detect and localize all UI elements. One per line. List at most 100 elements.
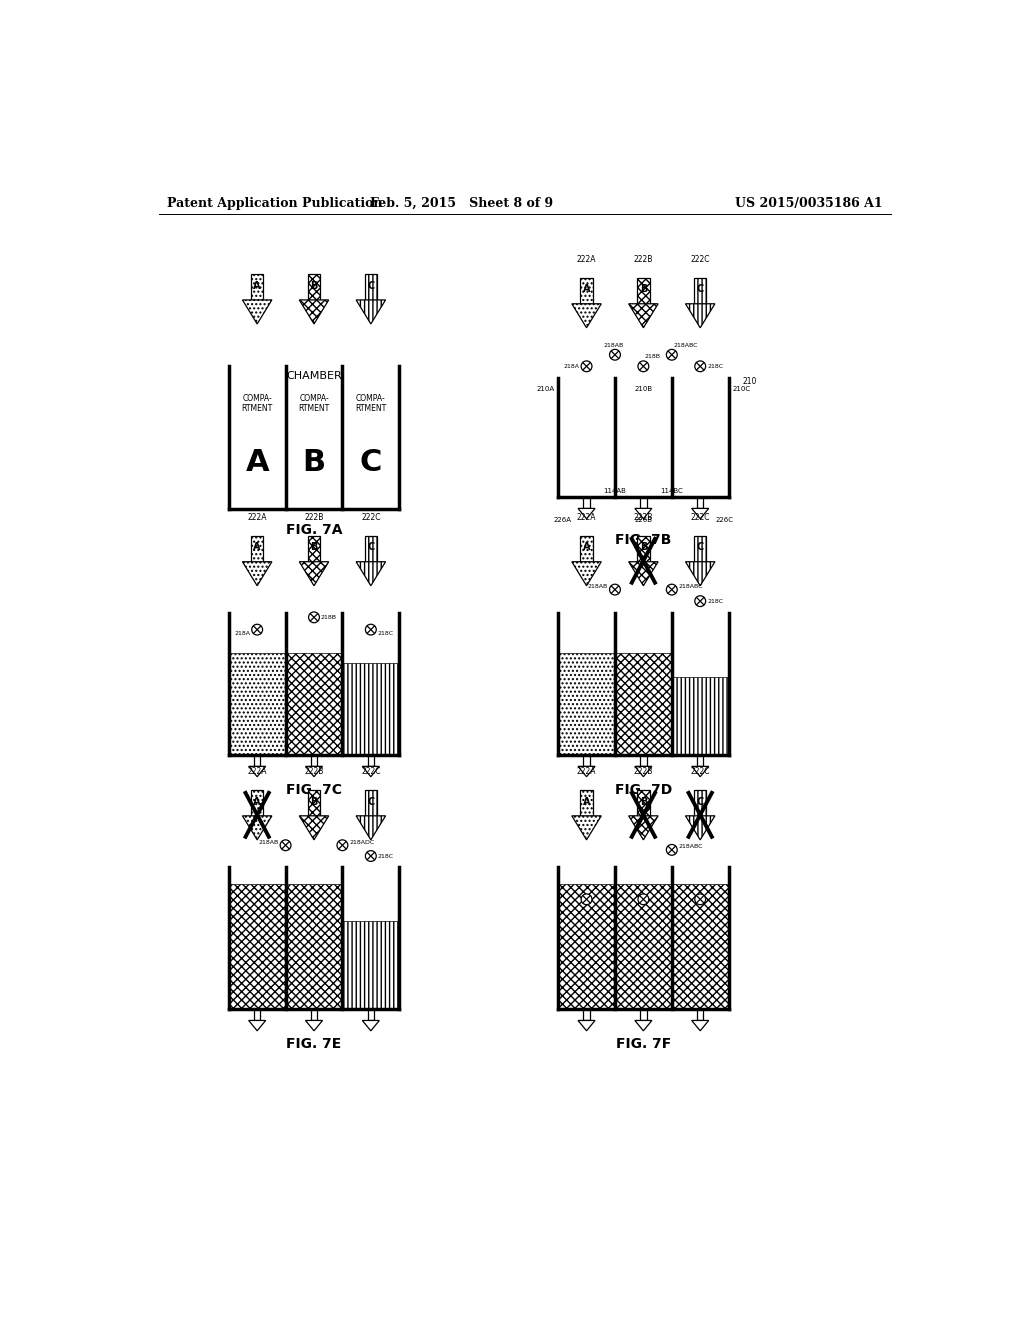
Polygon shape (691, 1020, 709, 1031)
Text: COMPA-: COMPA- (299, 395, 329, 403)
Text: 218C: 218C (378, 631, 394, 636)
Polygon shape (305, 767, 323, 776)
Text: 222B: 222B (634, 767, 653, 776)
Bar (229, 652, 285, 755)
Text: 218A: 218A (563, 364, 580, 368)
Polygon shape (299, 816, 329, 840)
Text: 218A: 218A (234, 631, 250, 636)
Bar (251, 275, 263, 300)
Text: 114AB: 114AB (603, 488, 627, 494)
Bar (308, 275, 321, 300)
Polygon shape (243, 300, 272, 323)
Bar (308, 536, 321, 562)
Text: A: A (253, 543, 261, 552)
Bar (310, 755, 317, 767)
Text: 218ABC: 218ABC (674, 343, 697, 348)
Bar (694, 277, 707, 304)
Bar (637, 536, 649, 562)
Text: 222C: 222C (690, 767, 710, 776)
Text: 218AB: 218AB (603, 343, 624, 348)
Text: 210C: 210C (732, 387, 751, 392)
Bar (310, 1010, 317, 1020)
Bar (615, 884, 671, 1010)
Bar (581, 277, 593, 304)
Text: 218B: 218B (644, 354, 660, 359)
Circle shape (694, 360, 706, 372)
Bar (559, 652, 614, 755)
Text: A: A (583, 543, 590, 552)
Bar (697, 498, 703, 508)
Circle shape (609, 350, 621, 360)
Text: FIG. 7E: FIG. 7E (287, 1038, 342, 1051)
Bar (287, 884, 342, 1010)
Text: B: B (640, 796, 647, 807)
Circle shape (667, 350, 677, 360)
Text: C: C (696, 543, 703, 552)
Text: 210A: 210A (537, 387, 554, 392)
Text: 222A: 222A (577, 255, 596, 264)
Text: FIG. 7C: FIG. 7C (286, 783, 342, 797)
Text: 226C: 226C (716, 517, 734, 523)
Polygon shape (635, 1020, 652, 1031)
Bar (694, 536, 707, 562)
Polygon shape (635, 767, 652, 776)
Text: B: B (310, 543, 317, 552)
Text: B: B (640, 543, 647, 552)
Circle shape (581, 894, 592, 904)
Text: C: C (368, 796, 375, 807)
Polygon shape (635, 508, 652, 519)
Text: 226A: 226A (553, 517, 571, 523)
Bar (697, 755, 703, 767)
Text: B: B (310, 281, 317, 290)
Polygon shape (691, 767, 709, 776)
Circle shape (581, 360, 592, 372)
Circle shape (366, 850, 376, 862)
Text: 218C: 218C (378, 854, 394, 858)
Polygon shape (629, 562, 658, 586)
Bar (343, 663, 398, 755)
Polygon shape (571, 562, 601, 586)
Bar (637, 277, 649, 304)
Text: US 2015/0035186 A1: US 2015/0035186 A1 (735, 197, 883, 210)
Bar (640, 755, 646, 767)
Circle shape (694, 894, 706, 904)
Bar (368, 755, 374, 767)
Bar (640, 1010, 646, 1020)
Text: A: A (253, 796, 261, 807)
Circle shape (281, 840, 291, 850)
Text: 218B: 218B (321, 615, 337, 620)
Polygon shape (362, 767, 379, 776)
Polygon shape (685, 562, 715, 586)
Bar (581, 789, 593, 816)
Text: 222A: 222A (577, 767, 596, 776)
Polygon shape (571, 816, 601, 840)
Bar (584, 1010, 590, 1020)
Text: C: C (359, 447, 382, 477)
Text: RTMENT: RTMENT (242, 404, 272, 413)
Text: Feb. 5, 2015   Sheet 8 of 9: Feb. 5, 2015 Sheet 8 of 9 (370, 197, 553, 210)
Text: 222A: 222A (248, 513, 267, 521)
Bar (287, 652, 342, 755)
Text: C: C (696, 796, 703, 807)
Circle shape (667, 845, 677, 855)
Text: 210B: 210B (634, 387, 652, 392)
Bar (368, 1010, 374, 1020)
Bar (365, 275, 377, 300)
Text: C: C (368, 281, 375, 290)
Text: 222C: 222C (361, 513, 381, 521)
Text: B: B (310, 796, 317, 807)
Bar (637, 789, 649, 816)
Text: FIG. 7A: FIG. 7A (286, 523, 342, 537)
Polygon shape (243, 562, 272, 586)
Bar (584, 498, 590, 508)
Polygon shape (299, 562, 329, 586)
Text: 222B: 222B (304, 767, 324, 776)
Circle shape (609, 585, 621, 595)
Circle shape (337, 840, 348, 850)
Text: 226B: 226B (635, 517, 652, 523)
Bar (365, 789, 377, 816)
Text: 218ABC: 218ABC (679, 843, 703, 849)
Text: 218C: 218C (708, 364, 723, 368)
Bar (559, 884, 614, 1010)
Text: B: B (640, 285, 647, 294)
